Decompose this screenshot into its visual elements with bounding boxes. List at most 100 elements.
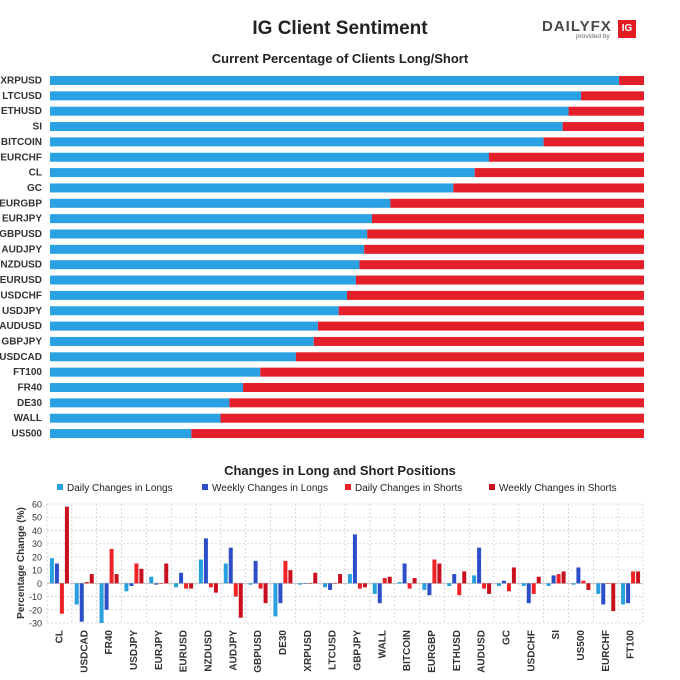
category-label: FR40 (18, 383, 43, 394)
category-label: GC (27, 183, 42, 194)
x-tick-label: USDCHF (526, 630, 537, 672)
ig-badge: IG (618, 20, 636, 38)
daily-shorts-bar (506, 583, 511, 592)
category-label: CL (29, 168, 42, 179)
daily-longs-bar (596, 583, 601, 594)
y-tick-label: -30 (29, 619, 42, 629)
daily-shorts-bar (159, 583, 164, 584)
daily-shorts-bar (184, 583, 189, 589)
short-bar (260, 367, 644, 377)
daily-longs-bar (124, 583, 129, 592)
long-bar (50, 152, 489, 162)
daily-shorts-bar (59, 583, 64, 614)
short-bar (371, 214, 644, 224)
daily-longs-bar (571, 583, 576, 585)
daily-shorts-bar (208, 583, 213, 588)
x-tick-label: SI (551, 630, 562, 640)
short-bar (543, 137, 644, 147)
category-label: GBPUSD (0, 229, 42, 240)
long-bar (50, 91, 582, 101)
weekly-longs-bar (601, 583, 606, 605)
weekly-longs-bar (129, 583, 134, 586)
daily-shorts-bar (357, 583, 362, 589)
x-tick-label: FR40 (104, 630, 115, 655)
daily-shorts-bar (134, 563, 139, 584)
legend-swatch (202, 484, 208, 490)
category-label: DE30 (17, 398, 42, 409)
legend-daily-shorts: Daily Changes in Shorts (345, 483, 462, 494)
weekly-shorts-bar (114, 574, 119, 584)
long-bar (50, 183, 454, 193)
y-axis-label: Percentage Change (%) (16, 507, 27, 619)
daily-longs-bar (621, 583, 626, 605)
daily-shorts-bar (233, 583, 238, 597)
weekly-longs-bar (104, 583, 109, 610)
daily-shorts-bar (556, 574, 561, 584)
legend-weekly-shorts: Weekly Changes in Shorts (489, 483, 617, 494)
category-label: USDCAD (0, 352, 42, 363)
x-tick-label: ETHUSD (452, 630, 463, 671)
weekly-longs-bar (402, 563, 407, 584)
daily-longs-bar (223, 563, 228, 584)
weekly-shorts-bar (263, 583, 268, 604)
legend-swatch (57, 484, 63, 490)
long-bar (50, 229, 368, 239)
weekly-longs-bar (352, 534, 357, 584)
daily-longs-bar (422, 583, 427, 590)
category-label: USDCHF (0, 290, 42, 301)
short-bar (243, 383, 645, 392)
long-bar (50, 244, 365, 254)
daily-longs-bar (298, 583, 303, 585)
y-tick-label: 50 (32, 513, 42, 523)
daily-shorts-bar (581, 580, 586, 584)
short-bar (474, 168, 644, 178)
weekly-shorts-bar (164, 563, 169, 584)
daily-shorts-bar (606, 583, 611, 584)
dailyfx-logo: DAILYFX provided by IG (542, 18, 642, 44)
category-label: AUDUSD (0, 321, 42, 332)
daily-shorts-bar (407, 583, 412, 589)
x-tick-label: EURCHF (601, 630, 612, 672)
logo-text: DAILYFX (542, 18, 612, 35)
daily-longs-bar (496, 583, 501, 586)
daily-longs-bar (198, 559, 203, 584)
daily-shorts-bar (457, 583, 462, 596)
category-label: XRPUSD (0, 76, 42, 87)
category-label: GBPJPY (1, 336, 42, 347)
weekly-shorts-bar (387, 576, 392, 584)
weekly-shorts-bar (412, 578, 417, 584)
changes-legend: Daily Changes in Longs Weekly Changes in… (0, 483, 680, 497)
category-label: WALL (14, 413, 42, 424)
x-tick-label: NZDUSD (203, 630, 214, 672)
category-label: BITCOIN (1, 137, 42, 148)
weekly-longs-bar (203, 538, 208, 584)
short-bar (229, 398, 644, 408)
short-bar (347, 290, 644, 300)
long-bar (50, 76, 620, 85)
legend-label: Weekly Changes in Shorts (499, 483, 617, 494)
weekly-longs-bar (626, 583, 631, 604)
short-bar (364, 244, 644, 254)
category-label: LTCUSD (2, 91, 42, 102)
short-bar (453, 183, 644, 193)
weekly-longs-bar (303, 583, 308, 584)
legend-label: Daily Changes in Shorts (355, 483, 463, 494)
long-bar (50, 290, 347, 300)
weekly-shorts-bar (238, 583, 243, 618)
daily-longs-bar (149, 576, 154, 584)
weekly-longs-bar (54, 563, 59, 584)
daily-shorts-bar (531, 583, 536, 594)
short-bar (220, 413, 644, 423)
short-bar (191, 429, 644, 439)
category-label: EURJPY (2, 214, 42, 225)
x-tick-label: AUDUSD (477, 630, 488, 673)
short-bar (313, 336, 644, 346)
long-bar (50, 198, 391, 208)
weekly-longs-bar (253, 560, 258, 584)
weekly-shorts-bar (561, 571, 566, 584)
weekly-shorts-bar (213, 583, 218, 593)
daily-shorts-bar (258, 583, 263, 589)
weekly-longs-bar (551, 575, 556, 584)
daily-longs-bar (174, 583, 179, 588)
